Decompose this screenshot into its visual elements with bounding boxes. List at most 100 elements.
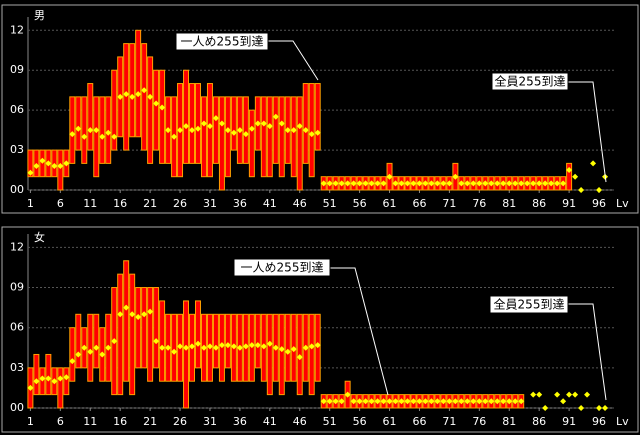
mean-marker	[87, 348, 94, 355]
range-bar	[153, 287, 160, 369]
mean-marker	[380, 398, 387, 405]
mean-marker	[512, 398, 519, 405]
mean-marker	[524, 180, 531, 187]
mean-marker	[200, 344, 207, 351]
mean-marker	[141, 311, 148, 318]
panel-title: 女	[34, 230, 45, 244]
mean-marker	[129, 93, 136, 100]
range-bar	[69, 327, 76, 382]
range-bar	[195, 83, 201, 164]
x-tick-label: 1	[27, 415, 34, 428]
x-tick-label: 66	[412, 197, 426, 210]
x-tick-label: 61	[383, 415, 397, 428]
range-bar	[57, 149, 64, 191]
y-tick-label: 03	[10, 143, 24, 156]
mean-marker	[596, 405, 603, 411]
annotation-box	[489, 295, 569, 314]
mean-marker	[206, 343, 213, 350]
annotation-leader	[568, 303, 607, 401]
x-tick-label: 31	[203, 197, 217, 210]
mean-marker	[290, 346, 297, 353]
mean-marker	[111, 338, 118, 345]
mean-marker	[452, 173, 459, 180]
annotation-leader	[268, 40, 319, 81]
mean-marker	[410, 398, 417, 405]
mean-marker	[368, 180, 375, 187]
annotation: 一人め255到達	[181, 35, 264, 49]
range-bar	[218, 96, 225, 191]
mean-marker	[260, 343, 267, 350]
mean-marker	[75, 351, 82, 358]
annotation: 全員255到達	[494, 297, 565, 312]
mean-marker	[260, 120, 267, 127]
x-tick-label: 11	[83, 415, 97, 428]
mean-marker	[398, 180, 405, 187]
mean-marker	[572, 173, 579, 180]
mean-marker	[350, 180, 357, 187]
mean-marker	[248, 125, 255, 132]
annotation-leader	[568, 81, 607, 183]
range-bar	[302, 83, 309, 164]
mean-marker	[165, 344, 172, 351]
mean-marker	[506, 180, 513, 187]
mean-marker	[554, 180, 561, 187]
mean-marker	[578, 405, 585, 411]
mean-marker	[93, 344, 100, 351]
x-tick-label: 36	[233, 197, 247, 210]
mean-marker	[548, 180, 555, 187]
range-bar	[224, 96, 231, 178]
range-bar	[189, 83, 196, 164]
mean-marker	[338, 180, 345, 187]
mean-marker	[230, 343, 237, 350]
range-bar	[87, 313, 94, 382]
y-tick-label: 09	[10, 281, 24, 294]
x-tick-label: 71	[442, 197, 456, 210]
mean-marker	[63, 160, 70, 167]
range-bar	[183, 69, 190, 164]
x-tick-label: 46	[293, 197, 307, 210]
mean-marker	[123, 304, 130, 311]
mean-marker	[440, 180, 447, 187]
range-bar	[260, 96, 267, 178]
mean-marker	[284, 348, 291, 355]
x-tick-label: 81	[502, 415, 516, 428]
x-tick-label: 51	[323, 415, 337, 428]
mean-marker	[494, 180, 501, 187]
mean-marker	[482, 180, 489, 187]
x-axis-label: Lv	[616, 415, 629, 428]
mean-marker	[410, 180, 417, 187]
mean-marker	[308, 131, 315, 138]
range-bar	[308, 313, 315, 396]
mean-marker	[153, 338, 160, 345]
range-bar	[123, 260, 130, 382]
mean-marker	[27, 384, 34, 391]
mean-marker	[446, 398, 453, 405]
mean-marker	[434, 398, 441, 405]
mean-marker	[302, 127, 309, 134]
range-bar	[117, 273, 124, 396]
range-bar	[111, 69, 118, 151]
range-bar	[242, 96, 249, 164]
range-bar	[33, 353, 40, 396]
range-bar	[206, 83, 213, 178]
mean-marker	[434, 180, 441, 187]
mean-marker	[159, 104, 166, 111]
mean-marker	[554, 391, 561, 398]
mean-marker	[141, 87, 148, 94]
annotation-box	[175, 32, 269, 51]
mean-marker	[242, 131, 249, 138]
mean-marker	[254, 120, 261, 127]
mean-marker	[236, 127, 243, 134]
mean-marker	[105, 344, 112, 351]
range-bar	[248, 109, 255, 178]
mean-marker	[332, 180, 339, 187]
range-bar	[153, 69, 160, 151]
mean-marker	[123, 91, 130, 98]
x-tick-label: 86	[532, 197, 546, 210]
mean-marker	[494, 398, 501, 405]
mean-marker	[542, 405, 549, 411]
mean-marker	[488, 398, 495, 405]
mean-marker	[99, 133, 106, 140]
mean-marker	[224, 342, 231, 349]
